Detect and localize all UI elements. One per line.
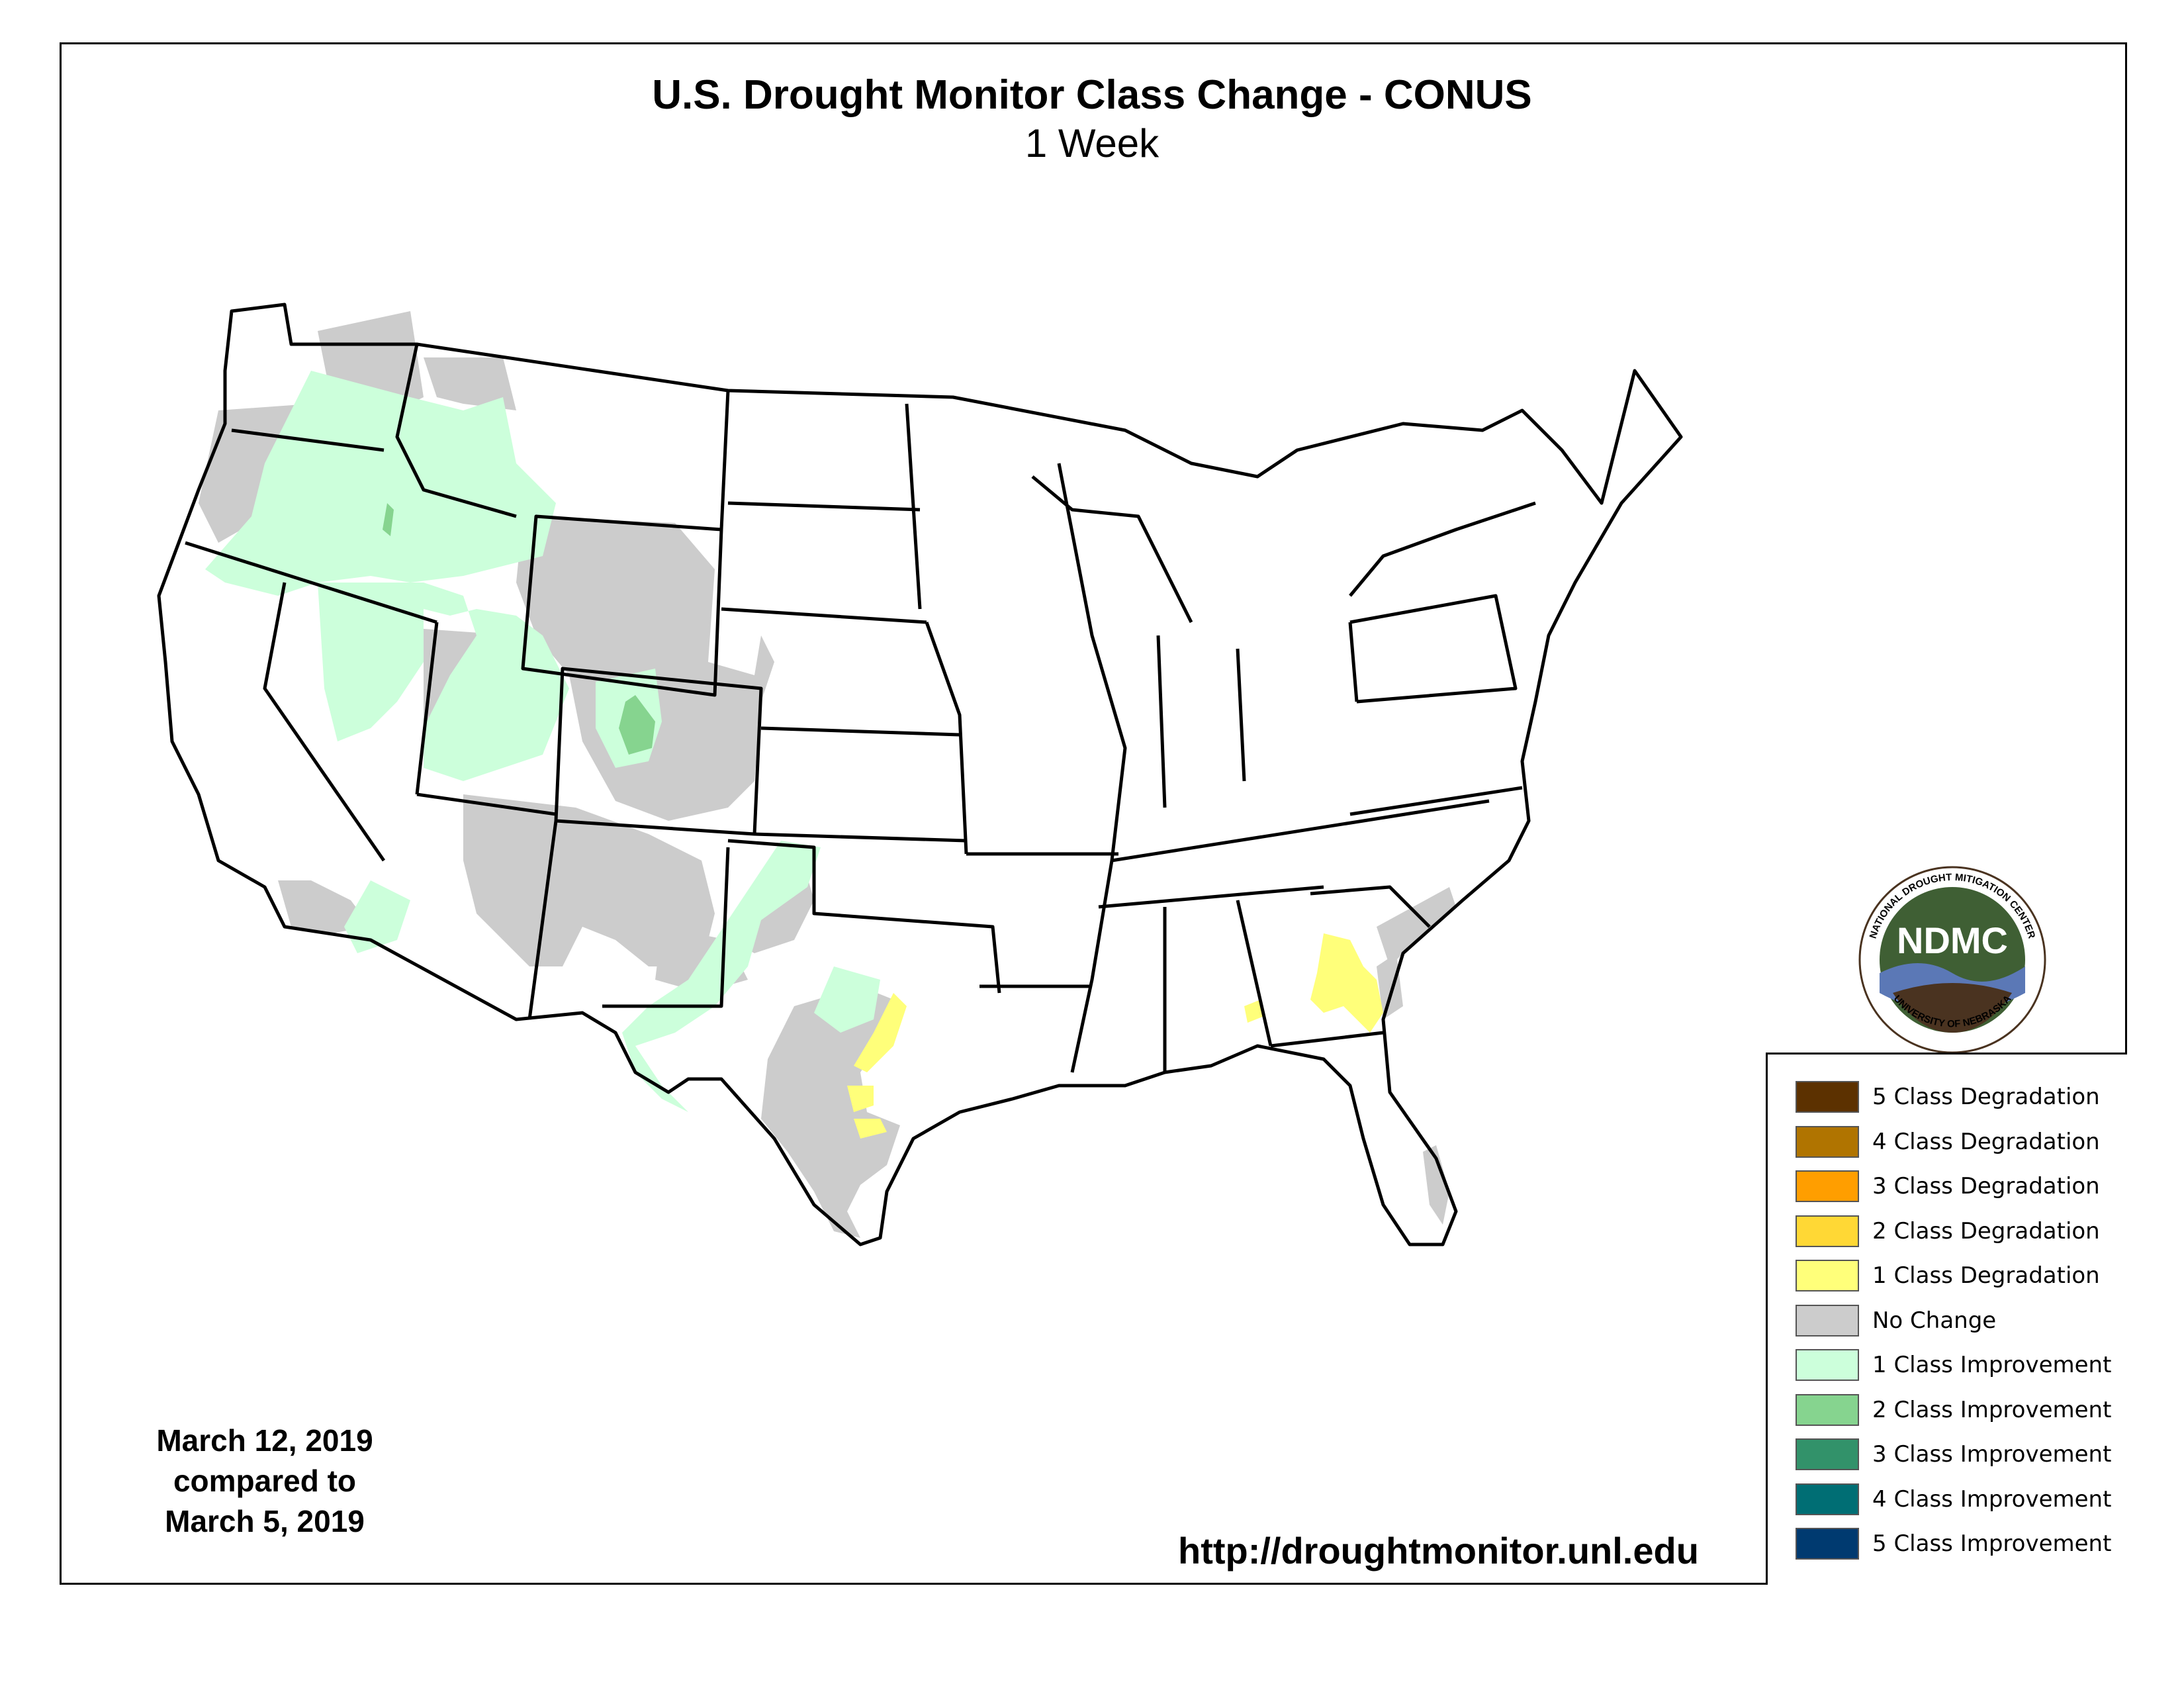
border-il-in	[1156, 635, 1167, 808]
state-outlines	[157, 303, 1683, 1246]
border-ks-ok	[754, 832, 967, 843]
region-texas-degradation-1	[854, 993, 907, 1072]
logo-soil-icon	[1893, 983, 2012, 1033]
border-nd-sd	[727, 501, 921, 512]
legend-swatch	[1796, 1260, 1859, 1291]
border-tx-ok	[727, 839, 1001, 994]
region-georgia-degradation	[1310, 933, 1383, 1033]
date-current: March 12, 2019	[156, 1423, 373, 1458]
legend-item: No Change	[1796, 1302, 1996, 1339]
legend-label: 4 Class Improvement	[1872, 1485, 2112, 1513]
border-pa	[1349, 594, 1518, 704]
legend-label: 3 Class Improvement	[1872, 1441, 2112, 1468]
border-tn-ky	[1111, 799, 1490, 863]
legend-item: 1 Class Degradation	[1796, 1257, 2100, 1294]
border-wi-mi	[1031, 475, 1193, 624]
legend-label: 5 Class Improvement	[1872, 1530, 2112, 1557]
date-compared-to: compared to	[173, 1464, 357, 1498]
border-nm-tx	[602, 847, 730, 1008]
region-az-improvement	[344, 880, 410, 953]
border-ut-az	[416, 792, 557, 816]
legend-label: 3 Class Degradation	[1872, 1173, 2100, 1199]
border-sd-ne	[721, 607, 927, 624]
legend-swatch	[1796, 1528, 1859, 1560]
border-mt-dakotas	[719, 390, 730, 530]
border-id-mt	[395, 344, 517, 518]
region-great-basin-improvement	[318, 583, 569, 781]
ndmc-logo: NDMC NATIONAL DROUGHT MITIGATION CENTER …	[1858, 866, 2046, 1054]
improvement-2-regions	[383, 503, 655, 755]
legend-label: 4 Class Degradation	[1872, 1128, 2100, 1155]
border-tn-south	[1098, 885, 1324, 909]
border-ga-fl	[1270, 1031, 1384, 1048]
region-texas-improvement-2	[814, 966, 880, 1033]
conus-outline	[157, 303, 1683, 1246]
border-wa-or	[231, 428, 385, 452]
map-title: U.S. Drought Monitor Class Change - CONU…	[652, 72, 1532, 118]
legend-item: 1 Class Improvement	[1796, 1346, 2111, 1383]
region-nm-az-gray	[463, 794, 715, 966]
border-ny	[1349, 501, 1536, 597]
legend-item: 4 Class Improvement	[1796, 1481, 2111, 1518]
date-previous: March 5, 2019	[165, 1504, 365, 1538]
border-ia-mo	[925, 622, 968, 855]
region-socal-gray	[278, 880, 371, 933]
date-block: March 12, 2019 compared to March 5, 2019	[132, 1421, 397, 1542]
legend: 5 Class Degradation 4 Class Degradation 3 …	[1766, 1053, 2127, 1585]
border-or-ca-nv	[185, 541, 437, 624]
legend-swatch	[1796, 1304, 1859, 1336]
border-wy	[521, 514, 723, 697]
legend-item: 2 Class Improvement	[1796, 1391, 2111, 1429]
legend-item: 3 Class Improvement	[1796, 1436, 2111, 1473]
border-nc-sc	[1310, 885, 1431, 928]
border-dakota-mn	[905, 403, 922, 610]
border-ne-ks	[760, 726, 960, 737]
border-in-oh	[1236, 648, 1246, 782]
legend-swatch	[1796, 1438, 1859, 1470]
legend-item: 3 Class Degradation	[1796, 1168, 2100, 1205]
legend-swatch	[1796, 1170, 1859, 1202]
source-url[interactable]: http://droughtmonitor.unl.edu	[1178, 1530, 1699, 1571]
logo-text: NDMC	[1897, 919, 2008, 961]
legend-swatch	[1796, 1215, 1859, 1247]
legend-swatch	[1796, 1349, 1859, 1381]
degradation-1-regions	[847, 933, 1383, 1139]
border-ms-river	[1057, 463, 1127, 1073]
region-texas-degradation-3	[854, 1119, 887, 1139]
legend-label: 1 Class Improvement	[1872, 1352, 2112, 1378]
border-nv-ut	[415, 622, 439, 795]
legend-label: 2 Class Improvement	[1872, 1396, 2112, 1423]
region-florida-gray	[1423, 1145, 1449, 1225]
legend-item: 5 Class Degradation	[1796, 1078, 2100, 1115]
map-frame	[60, 42, 2127, 1585]
legend-item: 4 Class Degradation	[1796, 1123, 2100, 1160]
region-colorado-2class	[619, 695, 655, 755]
legend-item: 5 Class Improvement	[1796, 1525, 2111, 1562]
region-texas-degradation-2	[847, 1086, 874, 1112]
legend-label: No Change	[1872, 1307, 1997, 1334]
legend-swatch	[1796, 1081, 1859, 1113]
region-idaho-north-gray	[424, 357, 516, 410]
border-oh-pa	[1348, 622, 1359, 702]
region-alabama-degradation	[1244, 1000, 1264, 1023]
region-nw-improvement	[205, 371, 556, 596]
improvement-1-regions	[205, 371, 880, 1112]
legend-swatch	[1796, 1393, 1859, 1426]
region-idaho-2class	[383, 503, 394, 536]
region-carolina-gray	[1377, 887, 1456, 966]
region-wyoming-gray	[516, 516, 774, 821]
map-subtitle: 1 Week	[1024, 121, 1160, 165]
border-va-nc	[1349, 786, 1523, 816]
border-az-nm	[527, 820, 558, 1020]
border-al-ga	[1236, 900, 1273, 1047]
region-nevada-improvement	[318, 583, 424, 741]
legend-swatch	[1796, 1125, 1859, 1158]
border-ca-nv	[263, 582, 386, 862]
legend-label: 2 Class Degradation	[1872, 1217, 2100, 1244]
legend-swatch	[1796, 1483, 1859, 1515]
legend-label: 1 Class Degradation	[1872, 1262, 2100, 1289]
legend-item: 2 Class Degradation	[1796, 1213, 2100, 1250]
legend-label: 5 Class Degradation	[1872, 1084, 2100, 1110]
